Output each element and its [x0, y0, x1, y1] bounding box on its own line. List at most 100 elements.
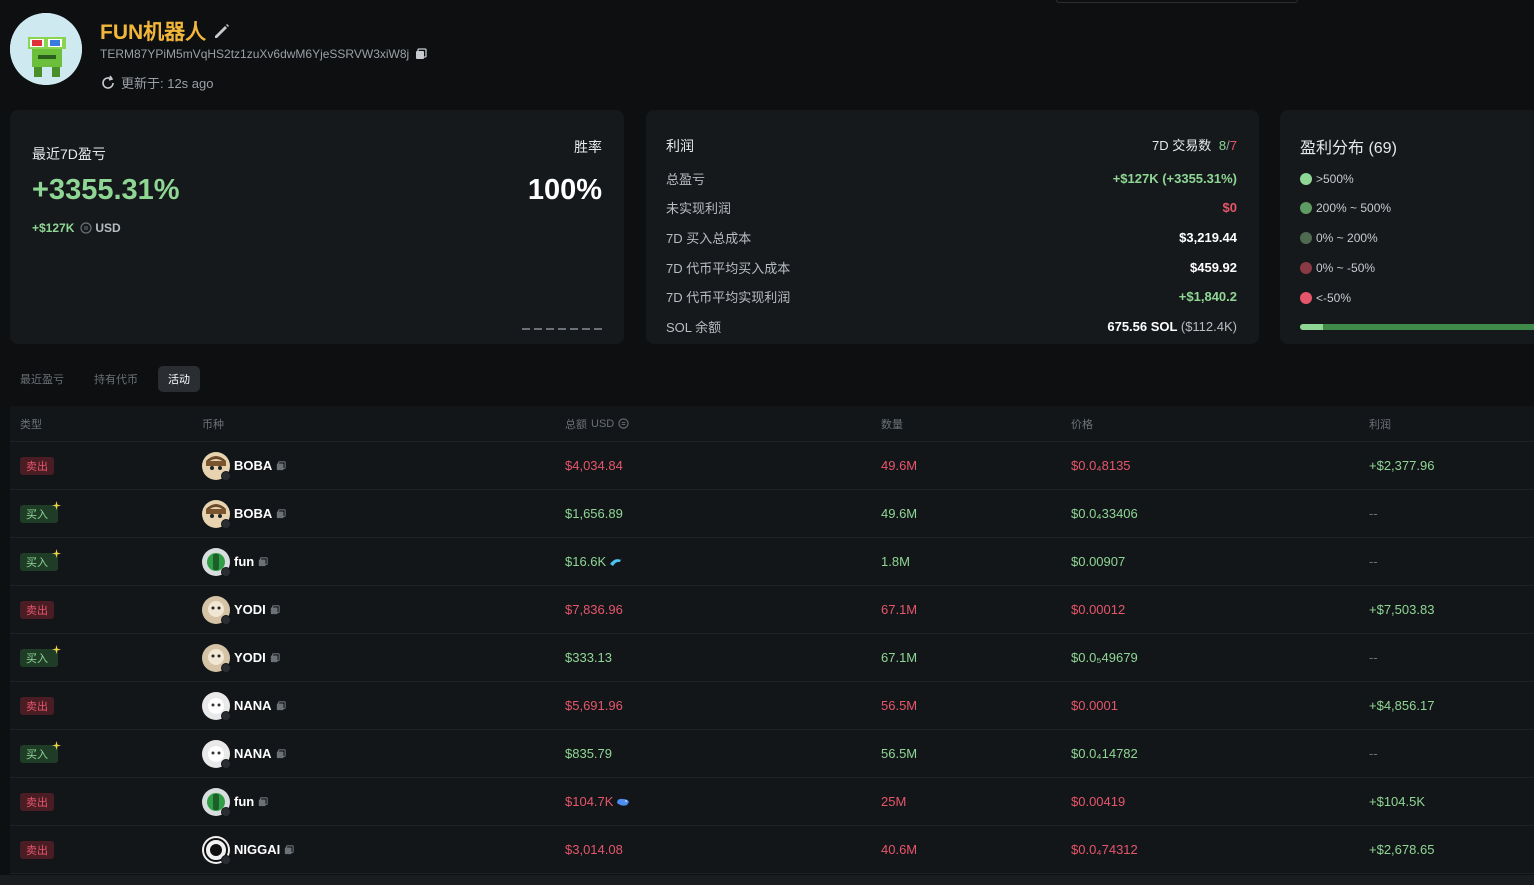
chain-icon	[221, 854, 231, 865]
token-name[interactable]: fun	[234, 794, 255, 809]
token-name[interactable]: fun	[234, 554, 255, 569]
tab-holdings[interactable]: 持有代币	[94, 374, 138, 386]
table-row[interactable]: 卖出 fun $104.7K 25M $0.00419 +$104.5K	[10, 778, 1534, 826]
cell-price: $0.0₅49679	[1071, 650, 1138, 665]
col-type[interactable]: 类型	[20, 418, 42, 431]
horizontal-scrollbar[interactable]	[0, 875, 1534, 885]
cell-price: $0.00012	[1071, 602, 1126, 617]
token-name[interactable]: YODI	[234, 602, 266, 617]
stat-sol-balance: SOL 余额 675.56 SOL ($112.4K)	[666, 316, 1237, 336]
cell-token[interactable]: fun	[202, 787, 565, 817]
cell-profit: --	[1369, 650, 1378, 665]
table-row[interactable]: 卖出 YODI $7,836.96 67.1M $0.00012 +$7,503…	[10, 586, 1534, 634]
table-header: 类型 币种 总额 USD 数量 价格 利润	[10, 406, 1534, 442]
cell-type: 买入	[10, 500, 202, 523]
copy-icon[interactable]	[276, 748, 286, 759]
token-icon-boba	[202, 451, 231, 481]
token-icon-boba	[202, 499, 231, 529]
buy-badge: 买入	[20, 548, 61, 571]
col-qty[interactable]: 数量	[881, 418, 903, 431]
cell-token[interactable]: YODI	[202, 643, 565, 673]
cell-token[interactable]: BOBA	[202, 499, 565, 529]
cell-token[interactable]: NIGGAI	[202, 835, 565, 865]
cell-token[interactable]: fun	[202, 547, 565, 577]
col-profit[interactable]: 利润	[1369, 418, 1391, 431]
col-price[interactable]: 价格	[1071, 418, 1093, 431]
copy-icon[interactable]	[415, 48, 427, 60]
copy-icon[interactable]	[270, 604, 280, 615]
table-row[interactable]: 买入 fun $16.6K 1.8M $0.00907 --	[10, 538, 1534, 586]
token-name[interactable]: NANA	[234, 746, 272, 761]
cell-total: $5,691.96	[565, 698, 881, 713]
col-token[interactable]: 币种	[202, 418, 224, 431]
total-value: $3,014.08	[565, 842, 623, 857]
tab-activity[interactable]: 活动	[158, 366, 200, 392]
badge-text: 买入	[26, 556, 48, 569]
chain-icon	[221, 710, 231, 721]
total-value: $333.13	[565, 650, 612, 665]
copy-icon[interactable]	[258, 556, 268, 567]
currency-switch-icon[interactable]	[618, 418, 629, 429]
dist-dot	[1300, 173, 1312, 185]
table-row[interactable]: 买入 YODI $333.13 67.1M $0.0₅49679 --	[10, 634, 1534, 682]
token-name[interactable]: NIGGAI	[234, 842, 281, 857]
pnl-sparkline-placeholder	[522, 328, 602, 330]
copy-icon[interactable]	[270, 652, 280, 663]
cell-total: $104.7K	[565, 794, 881, 809]
total-value: $7,836.96	[565, 602, 623, 617]
cell-type: 卖出	[10, 792, 202, 811]
cell-token[interactable]: NANA	[202, 739, 565, 769]
chain-icon	[221, 614, 231, 625]
tab-recent-pnl[interactable]: 最近盈亏	[20, 374, 64, 386]
table-row[interactable]: 买入 BOBA $1,656.89 49.6M $0.0₄33406 --	[10, 490, 1534, 538]
refresh-icon[interactable]	[100, 75, 116, 91]
cell-price: $0.00419	[1071, 794, 1126, 809]
copy-icon[interactable]	[258, 796, 268, 807]
stat-avg-realized: 7D 代币平均实现利润 +$1,840.2	[666, 286, 1237, 306]
cell-type: 买入	[10, 548, 202, 571]
copy-icon[interactable]	[276, 700, 286, 711]
dist-label: 200% ~ 500%	[1316, 201, 1392, 215]
wallet-address-text: TERM87YPiM5mVqHS2tz1zuXv6dwM6YjeSSRVW3xi…	[100, 47, 410, 61]
table-row[interactable]: 卖出 NANA $5,691.96 56.5M $0.0001 +$4,856.…	[10, 682, 1534, 730]
badge-text: 买入	[26, 748, 48, 761]
cell-qty: 49.6M	[881, 458, 918, 473]
chain-icon	[221, 518, 231, 529]
cell-token[interactable]: YODI	[202, 595, 565, 625]
trade-count-loss: 7	[1229, 138, 1237, 153]
dist-item: 200% ~ 500%	[1300, 199, 1391, 217]
token-name[interactable]: YODI	[234, 650, 266, 665]
col-total[interactable]: 总额 USD	[565, 416, 881, 432]
currency-label: USD	[95, 221, 121, 235]
cell-total: $7,836.96	[565, 602, 881, 617]
cell-price: $0.0₄33406	[1071, 506, 1138, 521]
token-name[interactable]: BOBA	[234, 458, 273, 473]
table-row[interactable]: 卖出 NIGGAI $3,014.08 40.6M $0.0₄74312 +$2…	[10, 826, 1534, 874]
cell-qty: 25M	[881, 794, 907, 809]
cell-qty: 67.1M	[881, 602, 918, 617]
cell-token[interactable]: BOBA	[202, 451, 565, 481]
copy-icon[interactable]	[276, 508, 286, 519]
top-search-edge	[1056, 0, 1298, 3]
cell-token[interactable]: NANA	[202, 691, 565, 721]
copy-icon[interactable]	[284, 844, 294, 855]
copy-icon[interactable]	[276, 460, 286, 471]
token-name[interactable]: NANA	[234, 698, 272, 713]
cell-profit: +$2,678.65	[1369, 842, 1435, 857]
dist-label: 0% ~ 200%	[1316, 231, 1378, 245]
col-total-unit: USD	[591, 417, 615, 430]
cell-profit: --	[1369, 506, 1378, 521]
cell-total: $4,034.84	[565, 458, 881, 473]
dist-item: >500%	[1300, 170, 1354, 188]
stat-total-pnl: 总盈亏 +$127K (+3355.31%)	[666, 168, 1237, 188]
currency-toggle[interactable]: USD	[80, 221, 121, 235]
cell-type: 卖出	[10, 456, 202, 475]
token-name[interactable]: BOBA	[234, 506, 273, 521]
buy-badge: 买入	[20, 644, 61, 667]
trade-count-sep: /	[1226, 138, 1230, 153]
table-row[interactable]: 买入 NANA $835.79 56.5M $0.0₄14782 --	[10, 730, 1534, 778]
sell-badge: 卖出	[20, 840, 54, 859]
edit-icon[interactable]	[212, 21, 232, 41]
table-row[interactable]: 卖出 BOBA $4,034.84 49.6M $0.0₄8135 +$2,37…	[10, 442, 1534, 490]
stat-key: 7D 买入总成本	[666, 230, 752, 246]
